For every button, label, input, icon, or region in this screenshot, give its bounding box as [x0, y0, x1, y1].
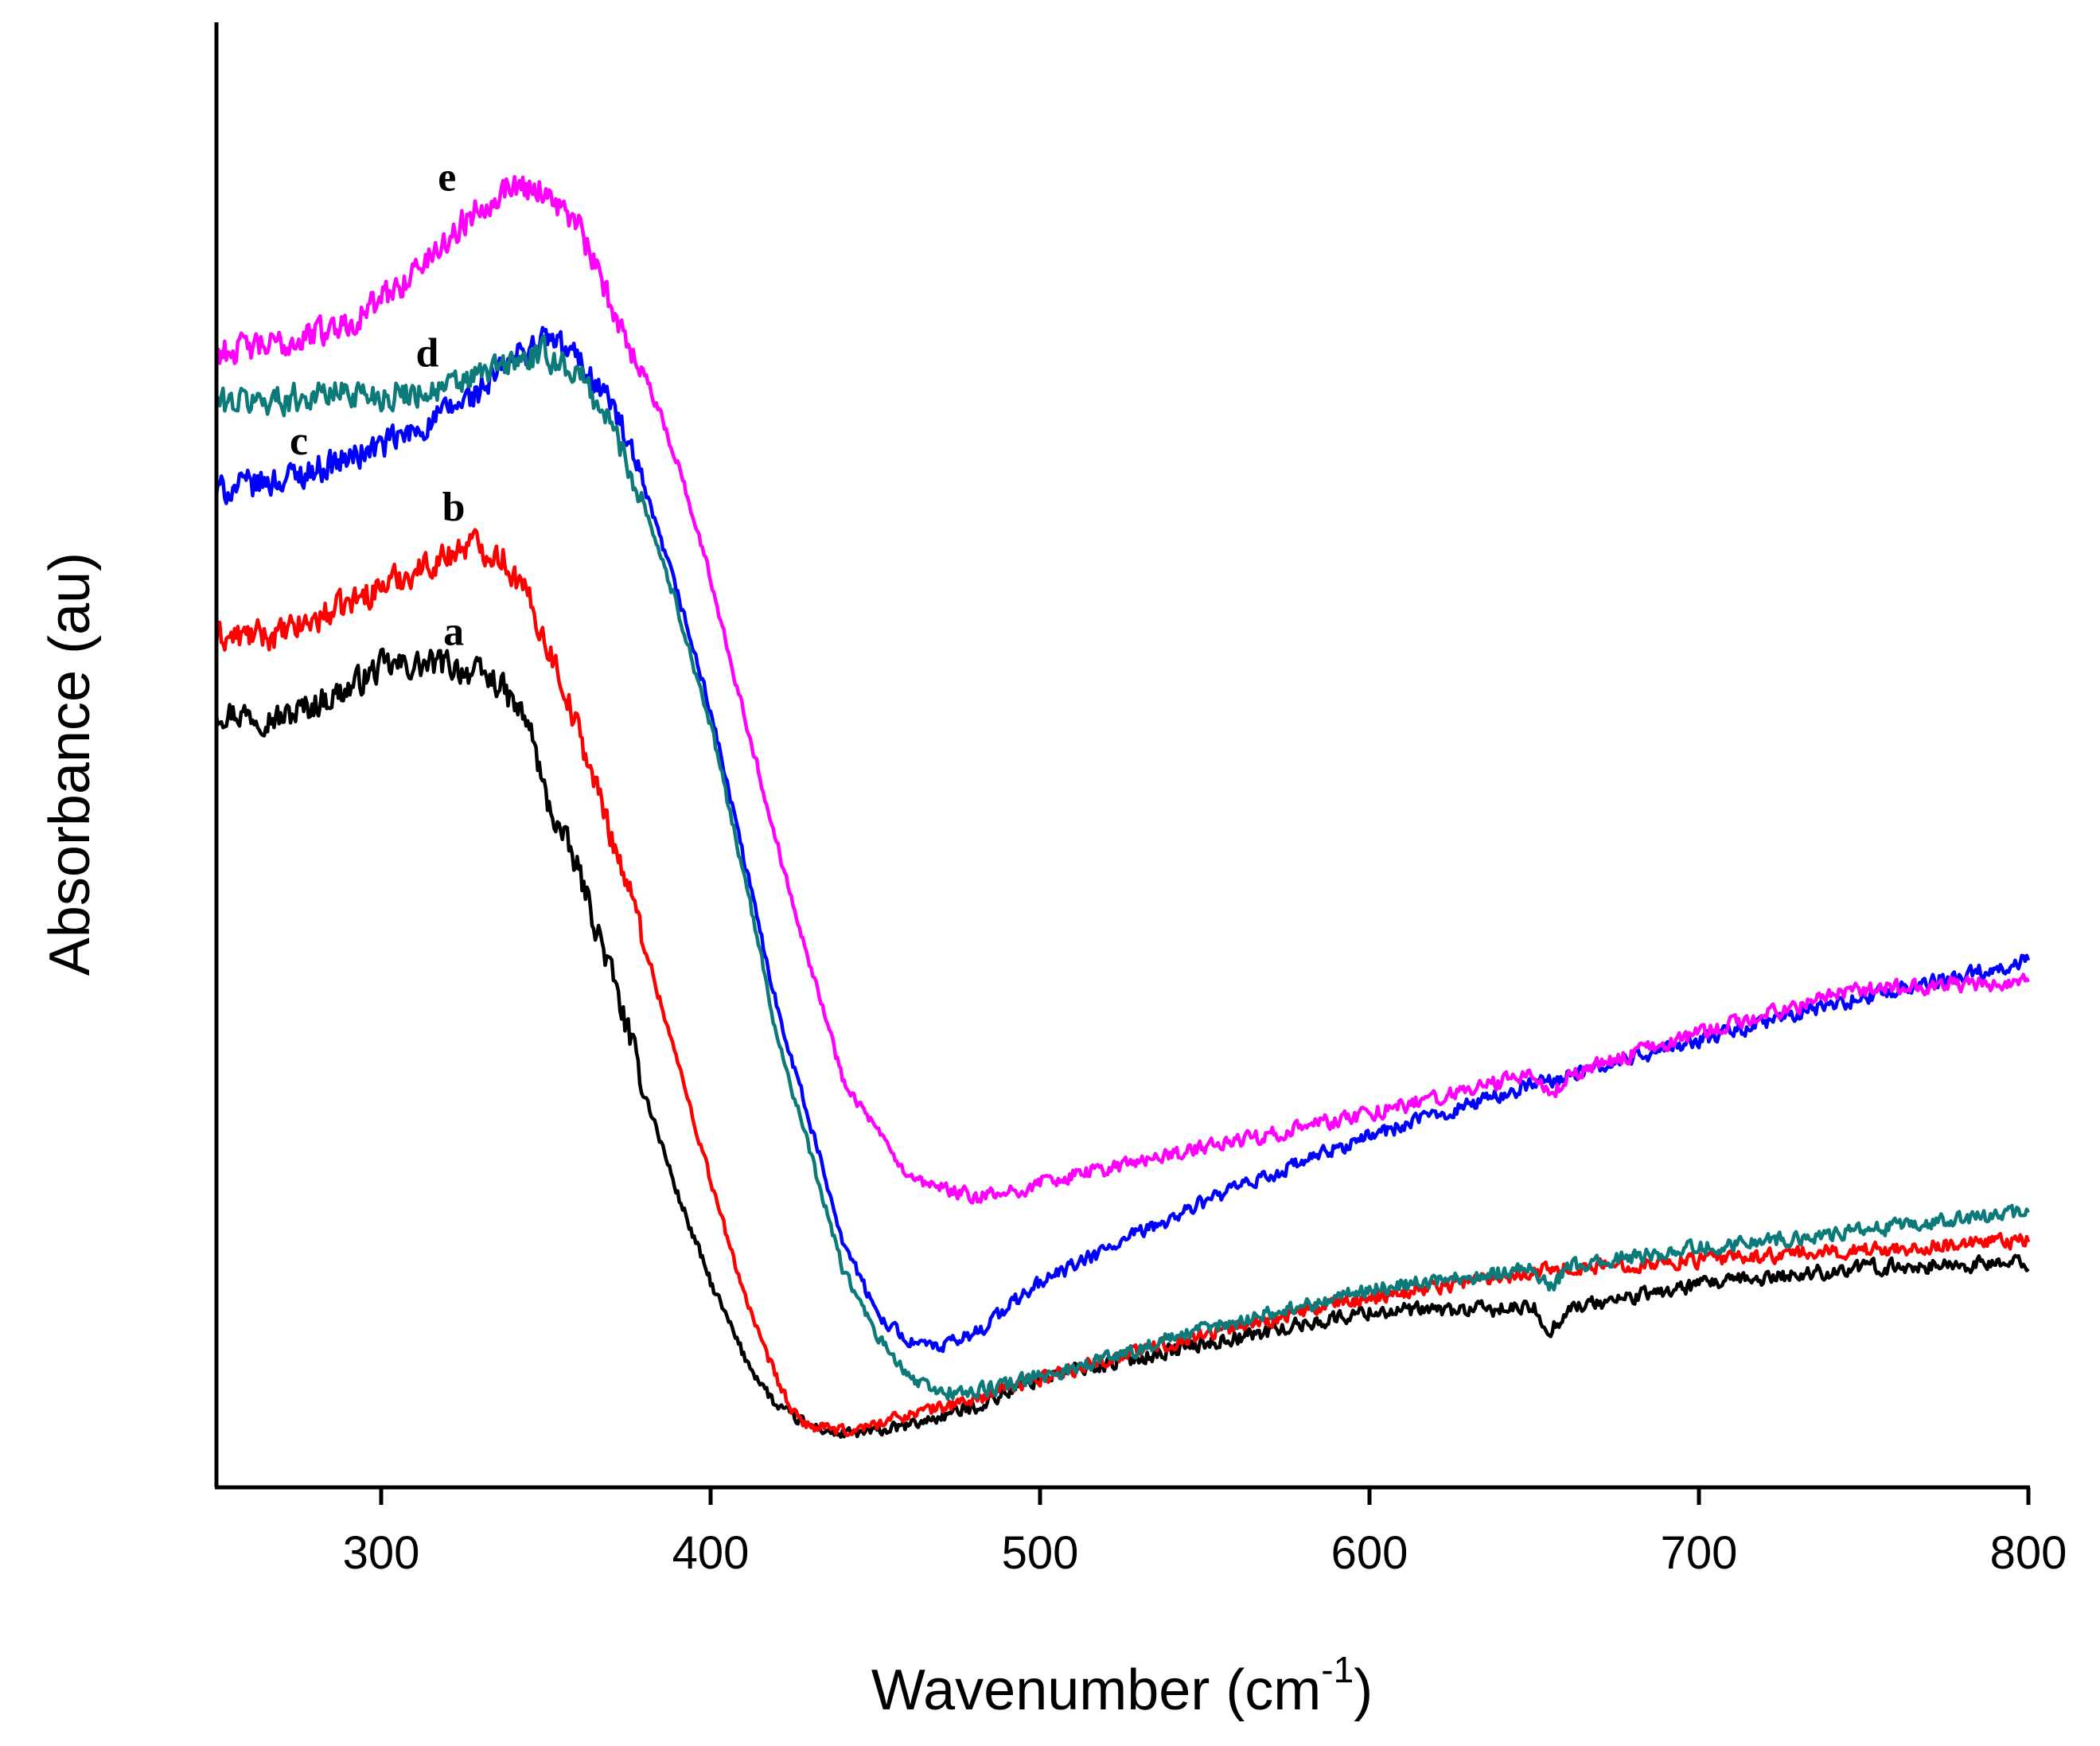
- x-tick-label: 400: [672, 1527, 750, 1579]
- annotation-layer: a b c d e: [290, 155, 466, 655]
- curve-label-a: a: [443, 609, 464, 654]
- x-tick-label: 500: [1002, 1527, 1079, 1579]
- series-line-a: [214, 647, 2030, 1440]
- curve-label-b: b: [442, 485, 466, 530]
- ticks-layer: 300 400 500 600 700 800: [343, 1487, 2067, 1579]
- x-tick-label: 600: [1331, 1527, 1408, 1579]
- series-line-c: [214, 325, 2031, 1354]
- series-line-e: [214, 174, 2030, 1205]
- x-axis-title: Wavenumber (cm-1): [871, 1649, 1373, 1722]
- x-axis-title-superscript: -1: [1321, 1649, 1354, 1690]
- x-tick-label: 700: [1661, 1527, 1738, 1579]
- x-tick-label: 800: [1990, 1527, 2067, 1579]
- curve-label-d: d: [415, 331, 438, 376]
- curve-label-e: e: [438, 155, 456, 201]
- x-axis-title-main: Wavenumber (cm: [871, 1658, 1321, 1722]
- y-axis-title: Absorbance (au): [38, 552, 102, 976]
- series-layer: [214, 174, 2031, 1440]
- x-axis-title-close: ): [1354, 1658, 1373, 1722]
- series-line-d: [214, 333, 2030, 1401]
- x-tick-label: 300: [343, 1527, 420, 1579]
- curve-label-c: c: [290, 419, 308, 464]
- axes-layer: [214, 22, 2030, 1490]
- series-line-b: [214, 528, 2031, 1437]
